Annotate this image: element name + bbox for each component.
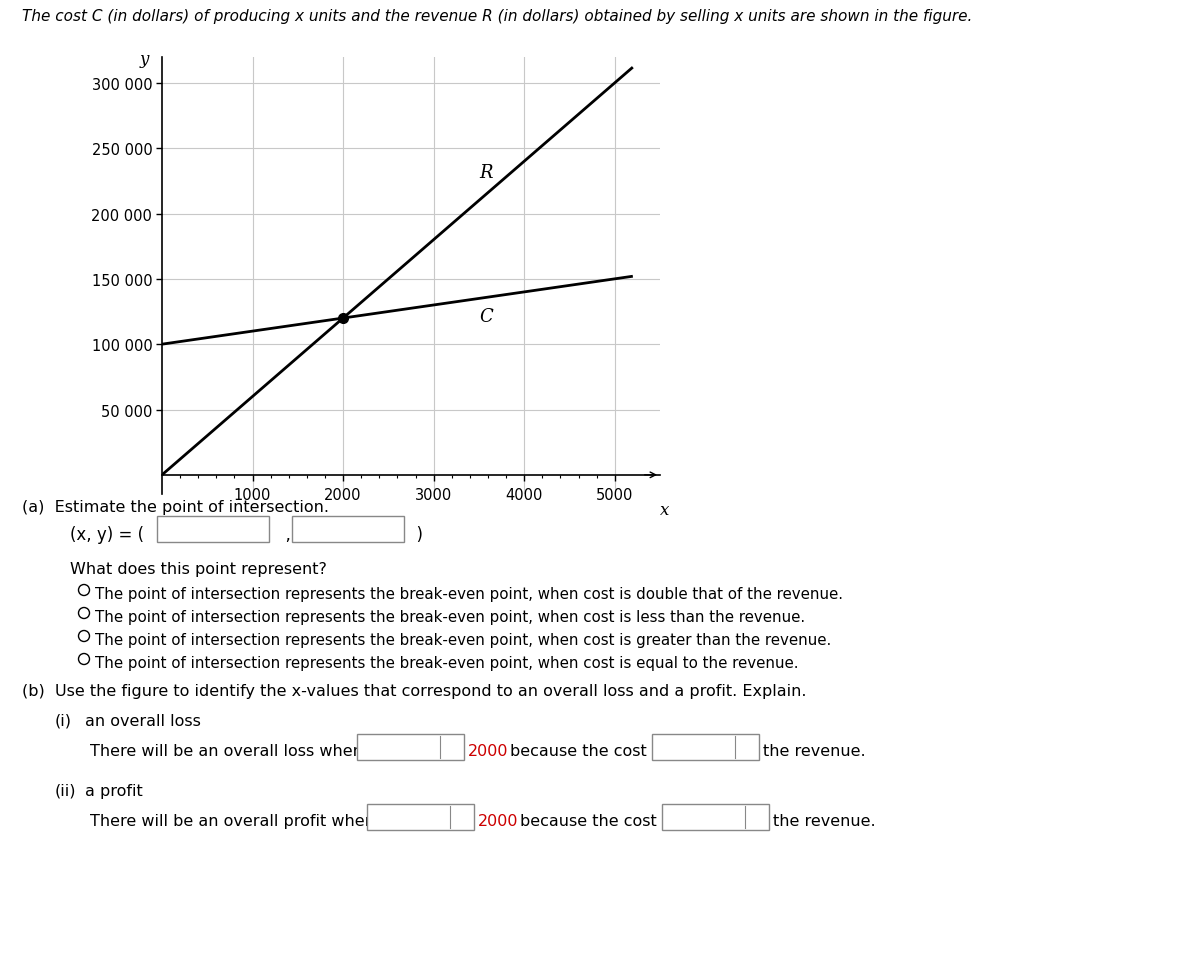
Text: the revenue.: the revenue. xyxy=(773,813,876,828)
Text: R: R xyxy=(479,163,492,182)
FancyBboxPatch shape xyxy=(367,804,474,830)
FancyBboxPatch shape xyxy=(358,734,464,760)
Text: The point of intersection represents the break-even point, when cost is equal to: The point of intersection represents the… xyxy=(95,655,798,671)
Text: (ii): (ii) xyxy=(55,783,77,799)
Text: 2000: 2000 xyxy=(478,813,518,828)
Text: The cost C (in dollars) of producing x units and the revenue R (in dollars) obta: The cost C (in dollars) of producing x u… xyxy=(22,9,972,24)
Text: ∨: ∨ xyxy=(454,813,463,826)
Text: ,: , xyxy=(275,526,290,543)
Text: There will be an overall profit when x: There will be an overall profit when x xyxy=(90,813,390,828)
Text: y: y xyxy=(139,51,149,68)
Text: What does this point represent?: What does this point represent? xyxy=(70,561,326,577)
Text: ---Select---: ---Select--- xyxy=(372,813,442,826)
Text: the revenue.: the revenue. xyxy=(763,743,865,758)
Text: ∨: ∨ xyxy=(444,743,454,756)
Text: ---Select---: ---Select--- xyxy=(362,743,432,756)
Text: The point of intersection represents the break-even point, when cost is double t: The point of intersection represents the… xyxy=(95,586,842,602)
Text: ∨: ∨ xyxy=(749,813,758,826)
FancyBboxPatch shape xyxy=(292,516,404,542)
Text: ): ) xyxy=(406,526,424,543)
FancyBboxPatch shape xyxy=(652,734,760,760)
Text: (a)  Estimate the point of intersection.: (a) Estimate the point of intersection. xyxy=(22,500,329,514)
Text: The point of intersection represents the break-even point, when cost is less tha: The point of intersection represents the… xyxy=(95,609,805,625)
Text: 2000: 2000 xyxy=(468,743,509,758)
Text: (b)  Use the figure to identify the x-values that correspond to an overall loss : (b) Use the figure to identify the x-val… xyxy=(22,683,806,699)
FancyBboxPatch shape xyxy=(662,804,769,830)
FancyBboxPatch shape xyxy=(157,516,269,542)
Text: ∨: ∨ xyxy=(739,743,748,756)
Text: a profit: a profit xyxy=(85,783,143,799)
Text: There will be an overall loss when x: There will be an overall loss when x xyxy=(90,743,378,758)
Text: ---Select---: ---Select--- xyxy=(658,743,727,756)
Text: an overall loss: an overall loss xyxy=(85,713,200,728)
Text: (i): (i) xyxy=(55,713,72,728)
Text: The point of intersection represents the break-even point, when cost is greater : The point of intersection represents the… xyxy=(95,632,832,648)
Text: x: x xyxy=(660,502,670,518)
Text: because the cost is: because the cost is xyxy=(510,743,665,758)
Text: (x, y) = (: (x, y) = ( xyxy=(70,526,144,543)
Text: because the cost is: because the cost is xyxy=(520,813,674,828)
Text: ---Select---: ---Select--- xyxy=(667,813,737,826)
Text: C: C xyxy=(479,308,493,326)
